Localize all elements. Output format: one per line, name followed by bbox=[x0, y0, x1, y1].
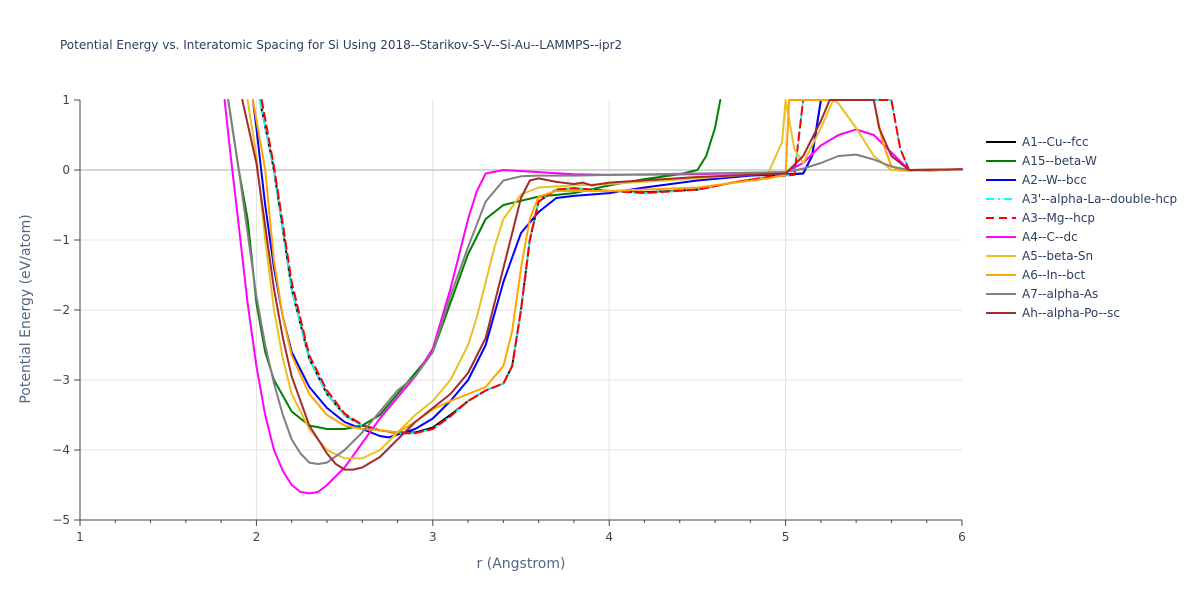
y-tick-label: −4 bbox=[52, 443, 70, 457]
legend-item[interactable]: Ah--alpha-Po--sc bbox=[986, 306, 1120, 320]
legend-label: A3--Mg--hcp bbox=[1022, 211, 1095, 225]
legend-item[interactable]: A3'--alpha-La--double-hcp bbox=[986, 192, 1177, 206]
series-line bbox=[258, 99, 822, 434]
y-tick-label: 0 bbox=[62, 163, 70, 177]
series-line bbox=[251, 99, 963, 434]
legend-label: A2--W--bcc bbox=[1022, 173, 1087, 187]
legend-label: A5--beta-Sn bbox=[1022, 249, 1093, 263]
y-tick-label: −2 bbox=[52, 303, 70, 317]
series-line bbox=[241, 99, 963, 471]
x-tick-label: 3 bbox=[429, 530, 437, 544]
y-tick-label: −3 bbox=[52, 373, 70, 387]
legend-label: A15--beta-W bbox=[1022, 154, 1097, 168]
y-tick-label: 1 bbox=[62, 93, 70, 107]
legend-label: A6--In--bct bbox=[1022, 268, 1086, 282]
series-line bbox=[246, 99, 963, 460]
y-tick-label: −1 bbox=[52, 233, 70, 247]
plot-area bbox=[223, 99, 963, 495]
legend-item[interactable]: A15--beta-W bbox=[986, 154, 1097, 168]
legend-item[interactable]: A3--Mg--hcp bbox=[986, 211, 1095, 225]
legend-item[interactable]: A6--In--bct bbox=[986, 268, 1086, 282]
x-tick-label: 1 bbox=[76, 530, 84, 544]
x-tick-label: 4 bbox=[605, 530, 613, 544]
x-tick-label: 2 bbox=[253, 530, 261, 544]
series-line bbox=[223, 99, 963, 495]
legend-label: A7--alpha-As bbox=[1022, 287, 1098, 301]
series-line bbox=[260, 99, 963, 435]
y-tick-label: −5 bbox=[52, 513, 70, 527]
legend[interactable]: A1--Cu--fcc A15--beta-W A2--W--bcc A3'--alp… bbox=[986, 135, 1177, 320]
y-axis-title: Potential Energy (eV/atom) bbox=[18, 214, 34, 403]
series-line bbox=[258, 99, 963, 435]
axes: 1 2 3 4 5 6 −5 −4 −3 −2 −1 0 1 bbox=[52, 93, 966, 544]
legend-label: A1--Cu--fcc bbox=[1022, 135, 1089, 149]
legend-item[interactable]: A5--beta-Sn bbox=[986, 249, 1093, 263]
legend-item[interactable]: A2--W--bcc bbox=[986, 173, 1087, 187]
chart-title: Potential Energy vs. Interatomic Spacing… bbox=[60, 38, 622, 52]
legend-item[interactable]: A4--C--dc bbox=[986, 230, 1078, 244]
legend-label: Ah--alpha-Po--sc bbox=[1022, 306, 1120, 320]
series-line bbox=[227, 99, 963, 465]
x-tick-label: 5 bbox=[782, 530, 790, 544]
legend-label: A4--C--dc bbox=[1022, 230, 1078, 244]
x-axis-title: r (Angstrom) bbox=[477, 556, 566, 572]
legend-label: A3'--alpha-La--double-hcp bbox=[1022, 192, 1177, 206]
legend-item[interactable]: A1--Cu--fcc bbox=[986, 135, 1089, 149]
legend-item[interactable]: A7--alpha-As bbox=[986, 287, 1098, 301]
x-tick-label: 6 bbox=[958, 530, 966, 544]
series-line bbox=[251, 99, 822, 439]
